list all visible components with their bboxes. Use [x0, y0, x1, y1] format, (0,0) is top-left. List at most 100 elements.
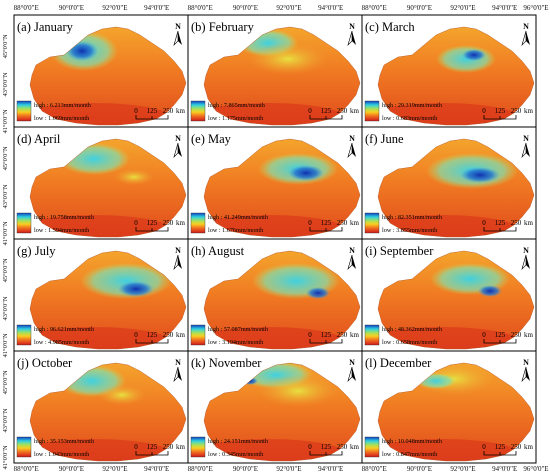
svg-text:N: N — [175, 134, 181, 143]
legend-low-value: low : 1.594mm/month — [34, 227, 90, 234]
legend-low-value: low : 1.069mm/month — [34, 115, 90, 122]
longitude-label-top: 90°0'0"E — [59, 4, 84, 12]
longitude-label-bottom: 96°0'0"E — [523, 465, 548, 473]
panel-title: (i) September — [365, 244, 434, 258]
precipitation-map — [204, 27, 360, 125]
panel-title: (h) August — [191, 244, 245, 258]
longitude-label-top: 94°0'0"E — [318, 4, 343, 12]
scale-bar-tick: 250 — [163, 219, 174, 227]
scale-bar-tick: 125 — [321, 443, 332, 451]
scale-bar: 0 125 250 km — [482, 331, 534, 344]
scale-bar-tick: 125 — [147, 331, 158, 339]
legend-color-ramp — [190, 324, 206, 346]
longitude-label-top: 94°0'0"E — [144, 4, 169, 12]
scale-bar-tick: 250 — [337, 107, 348, 115]
latitude-label: 41°0'0"N — [2, 333, 9, 357]
scale-bar-unit: km — [350, 443, 360, 451]
scale-bar-unit: km — [176, 219, 186, 227]
scale-bar-unit: km — [350, 107, 360, 115]
scale-bar-unit: km — [524, 107, 534, 115]
legend: high : 82.351mm/month low : 3.855mm/month — [364, 212, 443, 234]
legend-high-value: high : 19.758mm/month — [34, 214, 95, 221]
svg-text:N: N — [349, 134, 355, 143]
precipitation-map — [204, 139, 360, 237]
scale-bar-tick: 125 — [147, 219, 158, 227]
scale-bar-tick: 125 — [321, 331, 332, 339]
longitude-label-top: 92°0'0"E — [276, 4, 301, 12]
longitude-label-top: 92°0'0"E — [102, 4, 127, 12]
legend-low-value: low : 0.683mm/month — [382, 115, 438, 122]
svg-text:N: N — [175, 246, 181, 255]
latitude-label: 43°0'0"N — [2, 72, 9, 96]
north-arrow-icon: N — [347, 22, 356, 47]
longitude-label-top: 92°0'0"E — [450, 4, 475, 12]
longitude-label-bottom: 92°0'0"E — [102, 465, 127, 473]
legend: high : 57.087mm/month low : 3.194mm/month — [190, 324, 269, 346]
panel-title: (g) July — [17, 244, 56, 258]
legend-color-ramp — [16, 436, 32, 458]
legend: high : 19.758mm/month low : 1.594mm/month — [16, 212, 95, 234]
legend: high : 7.865mm/month low : 1.175mm/month — [190, 100, 266, 122]
svg-text:N: N — [523, 358, 529, 367]
scale-bar-tick: 125 — [147, 443, 158, 451]
svg-text:N: N — [523, 22, 529, 31]
legend-low-value: low : 4.985mm/month — [34, 339, 90, 346]
legend-high-value: high : 6.213mm/month — [34, 102, 92, 109]
scale-bar-tick: 125 — [321, 219, 332, 227]
legend-color-ramp — [364, 100, 380, 122]
panel-title: (f) June — [365, 132, 404, 146]
scale-bar: 0 125 250 km — [134, 219, 186, 232]
scale-bar-tick: 250 — [337, 331, 348, 339]
legend: high : 48.362mm/month low : 0.658mm/month — [364, 324, 443, 346]
legend-high-value: high : 48.362mm/month — [382, 326, 443, 333]
legend: high : 96.621mm/month low : 4.985mm/month — [16, 324, 95, 346]
longitude-label-bottom: 88°0'0"E — [14, 465, 39, 473]
scale-bar-tick: 0 — [134, 107, 138, 115]
latitude-label: 43°0'0"N — [2, 408, 9, 432]
north-arrow-icon: N — [347, 134, 356, 159]
scale-bar: 0 125 250 km — [134, 443, 186, 456]
scale-bar-tick: 125 — [495, 219, 506, 227]
svg-text:N: N — [523, 246, 529, 255]
legend-color-ramp — [364, 436, 380, 458]
scale-bar: 0 125 250 km — [482, 443, 534, 456]
panel-title: (l) December — [365, 356, 432, 370]
north-arrow-icon: N — [173, 358, 182, 383]
scale-bar-tick: 125 — [495, 443, 506, 451]
legend-high-value: high : 24.151mm/month — [208, 438, 269, 445]
scale-bar-tick: 250 — [337, 219, 348, 227]
legend-high-value: high : 41.249mm/month — [208, 214, 269, 221]
scale-bar: 0 125 250 km — [308, 443, 360, 456]
scale-bar-tick: 250 — [337, 443, 348, 451]
latitude-label: 45°0'0"N — [2, 258, 9, 282]
scale-bar: 0 125 250 km — [134, 107, 186, 120]
legend-high-value: high : 57.087mm/month — [208, 326, 269, 333]
legend-color-ramp — [190, 100, 206, 122]
latitude-label: 41°0'0"N — [2, 221, 9, 245]
latitude-label: 45°0'0"N — [2, 370, 9, 394]
legend-low-value: low : 3.855mm/month — [382, 227, 438, 234]
legend-high-value: high : 35.153mm/month — [34, 438, 95, 445]
scale-bar: 0 125 250 km — [308, 107, 360, 120]
scale-bar-tick: 125 — [147, 107, 158, 115]
svg-text:N: N — [349, 358, 355, 367]
scale-bar-tick: 0 — [134, 219, 138, 227]
scale-bar: 0 125 250 km — [482, 107, 534, 120]
longitude-label-top: 90°0'0"E — [407, 4, 432, 12]
legend-color-ramp — [364, 212, 380, 234]
north-arrow-icon: N — [347, 246, 356, 271]
scale-bar-tick: 250 — [511, 331, 522, 339]
legend-color-ramp — [16, 212, 32, 234]
longitude-label-top: 94°0'0"E — [492, 4, 517, 12]
longitude-label-top: 88°0'0"E — [14, 4, 39, 12]
scale-bar-tick: 0 — [482, 443, 486, 451]
longitude-label-bottom: 92°0'0"E — [276, 465, 301, 473]
